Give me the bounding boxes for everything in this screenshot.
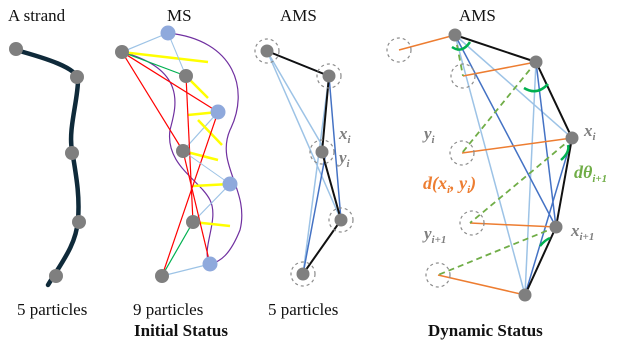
dyn-edge-orange [437, 274, 526, 296]
ms-edge-green [161, 221, 194, 277]
ams-label-yi: yi [337, 148, 351, 170]
panel-ms: MS [115, 6, 243, 319]
dyn-edge-lightblue [454, 34, 573, 139]
dyn-ghost-ring [459, 210, 485, 236]
ams-ghost-ring [309, 139, 335, 165]
ams-ghost-ring [254, 38, 280, 64]
strand-particle [65, 146, 79, 160]
ams-title: AMS [280, 6, 317, 25]
angle-arc [539, 236, 551, 247]
ms-edge-red [121, 51, 184, 152]
ams-particle [322, 69, 336, 83]
ms-edge-green [121, 51, 187, 77]
ms-edge-red [121, 51, 219, 113]
ms-particle-mass [202, 256, 218, 272]
ams-edge-lightblue [266, 50, 342, 221]
strand-particle [70, 70, 84, 84]
ams-caption: 5 particles [268, 300, 338, 319]
ms-edge-red [182, 150, 211, 265]
dyn-particle [529, 55, 543, 69]
ms-edge-lightblue [161, 263, 211, 277]
angle-arc [451, 41, 472, 51]
dyn-edge-orange [398, 34, 456, 51]
ms-particle [179, 69, 193, 83]
dyn-particle [448, 28, 462, 42]
angle-arc [560, 144, 570, 161]
ams-edge-blue [328, 75, 342, 221]
ams-edge-blue [302, 151, 327, 275]
ams-edge-lightblue [266, 50, 327, 153]
strand-particle [72, 215, 86, 229]
panel-strand: A strand 5 particles [8, 6, 87, 319]
ms-particle-mass [222, 176, 238, 192]
ms-edge-purple [121, 51, 214, 265]
ams-particle [260, 44, 274, 58]
dyn-label-xi: xi [583, 121, 597, 143]
ms-edge-purple [167, 32, 243, 265]
ms-particle [176, 144, 190, 158]
ms-edge-lightblue [192, 183, 231, 223]
strand-particle [49, 269, 63, 283]
ms-particle [186, 215, 200, 229]
ams-particle [334, 213, 348, 227]
ams-particle [296, 267, 310, 281]
ms-edge-lightblue [167, 32, 187, 77]
strand-title: A strand [8, 6, 66, 25]
ms-edge-lightblue [121, 32, 169, 53]
ams-edge-lightblue [302, 75, 330, 275]
strand-particle [9, 42, 23, 56]
ms-particle [115, 45, 129, 59]
dynamic-title: AMS [459, 6, 496, 25]
ms-edge-lightblue [182, 150, 231, 185]
dyn-particle [565, 131, 579, 145]
ms-particle-mass [160, 25, 176, 41]
distance-label: d(xi, yi) [423, 173, 476, 196]
dyn-ghost-ring [425, 262, 451, 288]
dyn-edge-blue [524, 137, 573, 296]
ms-particle-mass [210, 104, 226, 120]
dyn-label-xi1: xi+1 [570, 221, 594, 243]
dyn-edge-dashed-green [437, 226, 557, 276]
ms-particle [155, 269, 169, 283]
dyn-particle [549, 220, 563, 234]
dyn-label-yi: yi [422, 124, 436, 146]
ms-edge-red [161, 111, 219, 277]
dyn-edge-orange [461, 137, 573, 154]
dyn-particle [518, 288, 532, 302]
dyn-edge-blue [454, 34, 557, 228]
dyn-edge-dashed-green [454, 34, 464, 77]
strand-caption: 5 particles [17, 300, 87, 319]
dyn-edge-dashed-green [461, 61, 537, 154]
angle-arc [523, 83, 549, 93]
ms-edge-yellow [121, 50, 209, 64]
dyn-edge-dashed-green [469, 137, 573, 224]
dyn-ghost-ring [386, 37, 412, 63]
ms-title: MS [167, 6, 192, 25]
ams-particle [315, 145, 329, 159]
dyn-edge-lightblue [454, 34, 526, 296]
panel-ams-dynamic: AMS [386, 6, 607, 302]
ams-label-xi: xi [338, 124, 352, 146]
dyn-ghost-ring [450, 63, 476, 89]
ams-ghost-ring [328, 207, 354, 233]
panel-ams-static: AMS xi yi 5 particles [254, 6, 354, 319]
ms-edge-yellow [197, 119, 223, 146]
dyn-edge-orange [469, 222, 557, 228]
dtheta-label: dθi+1 [574, 162, 607, 185]
ams-ghost-ring [316, 63, 342, 89]
initial-status-label: Initial Status [134, 321, 228, 340]
dyn-label-yi1: yi+1 [422, 224, 446, 246]
ams-ghost-ring [290, 261, 316, 287]
dyn-ghost-ring [449, 140, 475, 166]
dynamic-status-label: Dynamic Status [428, 321, 543, 340]
ms-caption: 9 particles [133, 300, 203, 319]
strand-curve [13, 47, 81, 288]
